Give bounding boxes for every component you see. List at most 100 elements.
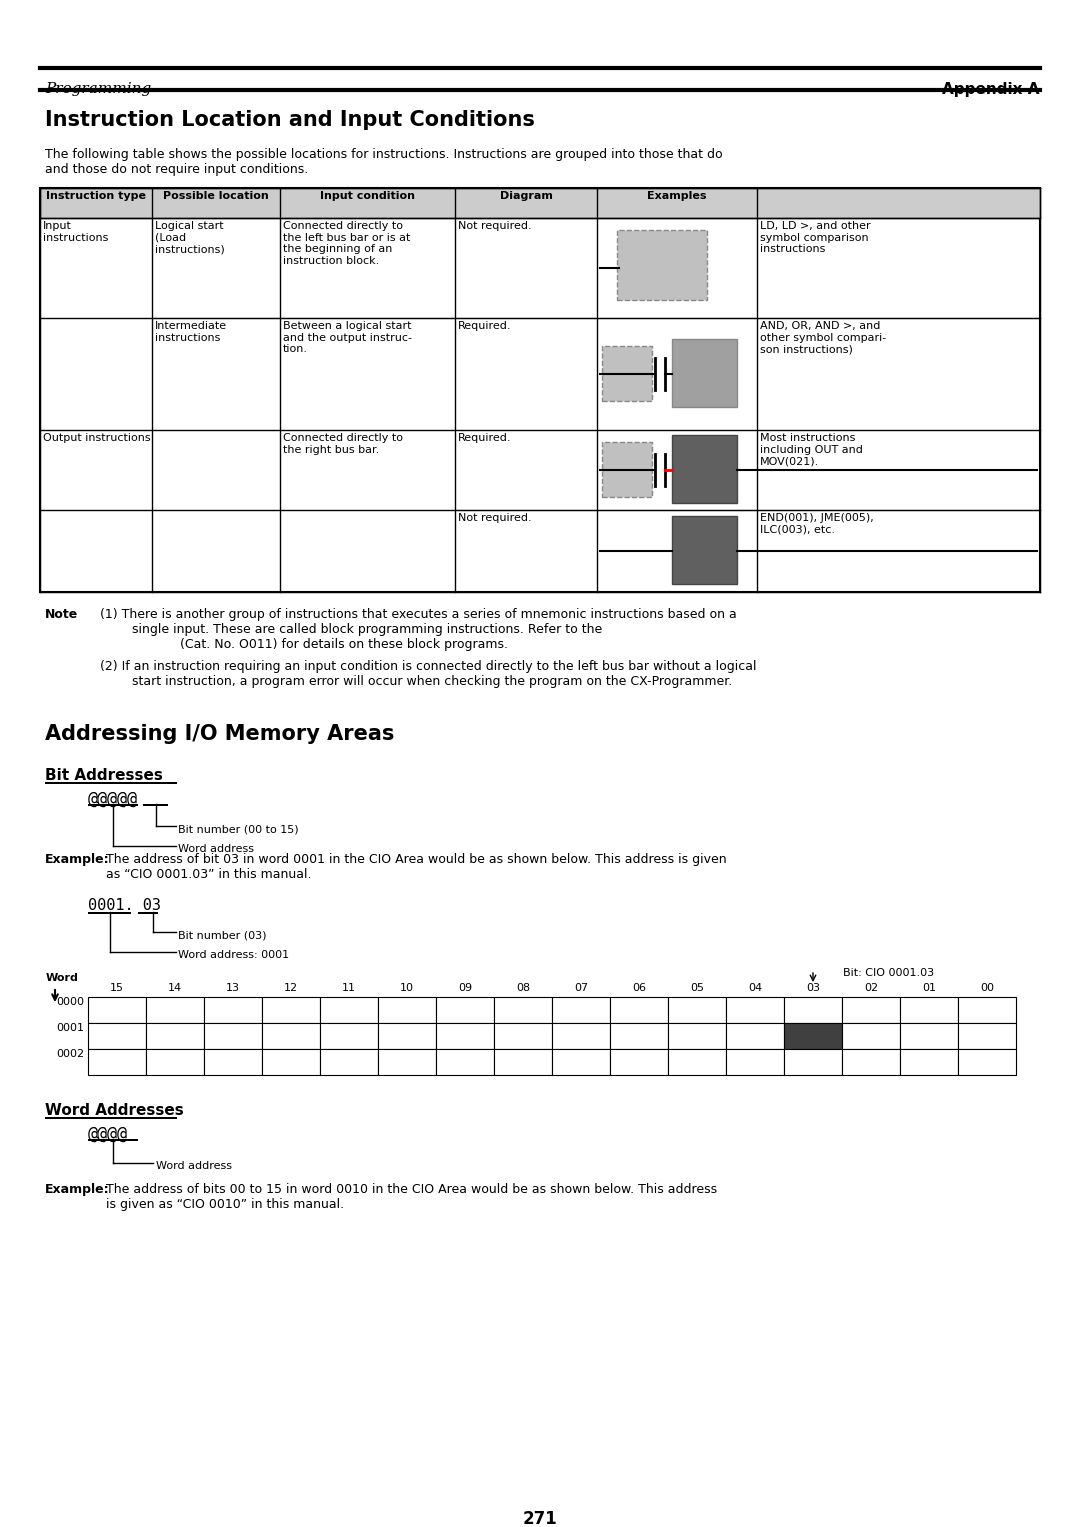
Text: 0002: 0002 bbox=[56, 1049, 84, 1060]
Bar bbox=[320, 1049, 378, 1075]
Bar bbox=[552, 997, 610, 1023]
Bar bbox=[900, 1023, 958, 1049]
Text: 0001. 03: 0001. 03 bbox=[87, 898, 161, 913]
Text: 06: 06 bbox=[632, 983, 646, 993]
Text: The following table shows the possible locations for instructions. Instructions : The following table shows the possible l… bbox=[45, 148, 723, 176]
Bar bbox=[784, 1023, 842, 1049]
Bar bbox=[672, 516, 737, 583]
Bar bbox=[494, 1049, 552, 1075]
Text: 09: 09 bbox=[458, 983, 472, 993]
Text: 0000: 0000 bbox=[56, 997, 84, 1006]
Bar bbox=[602, 441, 652, 496]
Text: 01: 01 bbox=[922, 983, 936, 993]
Text: 08: 08 bbox=[516, 983, 530, 993]
Bar bbox=[958, 1049, 1016, 1075]
Bar bbox=[900, 1049, 958, 1075]
Text: (2) If an instruction requiring an input condition is connected directly to the : (2) If an instruction requiring an input… bbox=[100, 660, 756, 689]
Text: 14: 14 bbox=[167, 983, 183, 993]
Text: Bit Addresses: Bit Addresses bbox=[45, 768, 163, 783]
Text: Word Addresses: Word Addresses bbox=[45, 1102, 184, 1118]
Text: Required.: Required. bbox=[458, 434, 512, 443]
Bar bbox=[602, 347, 652, 402]
Text: Between a logical start
and the output instruc-
tion.: Between a logical start and the output i… bbox=[283, 321, 411, 354]
Text: Programming: Programming bbox=[45, 82, 151, 96]
Bar bbox=[378, 1049, 436, 1075]
Text: (1) There is another group of instructions that executes a series of mnemonic in: (1) There is another group of instructio… bbox=[100, 608, 737, 651]
Bar bbox=[669, 1023, 726, 1049]
Text: 03: 03 bbox=[806, 983, 820, 993]
Text: Logical start
(Load
instructions): Logical start (Load instructions) bbox=[156, 221, 225, 253]
Text: Not required.: Not required. bbox=[458, 513, 531, 524]
Text: Connected directly to
the left bus bar or is at
the beginning of an
instruction : Connected directly to the left bus bar o… bbox=[283, 221, 410, 266]
Bar bbox=[842, 1023, 900, 1049]
Bar bbox=[40, 188, 1040, 592]
Text: Required.: Required. bbox=[458, 321, 512, 331]
Text: Word address: 0001: Word address: 0001 bbox=[178, 950, 289, 960]
Text: Note: Note bbox=[45, 608, 78, 621]
Text: The address of bit 03 in word 0001 in the CIO Area would be as shown below. This: The address of bit 03 in word 0001 in th… bbox=[106, 854, 727, 881]
Text: Not required.: Not required. bbox=[458, 221, 531, 231]
Bar bbox=[436, 1049, 494, 1075]
Bar bbox=[726, 1049, 784, 1075]
Text: Word address: Word address bbox=[156, 1161, 232, 1171]
Text: Example:: Example: bbox=[45, 1183, 110, 1196]
Bar bbox=[204, 1023, 262, 1049]
Bar bbox=[436, 1023, 494, 1049]
Bar bbox=[87, 997, 146, 1023]
Bar bbox=[784, 997, 842, 1023]
Text: Instruction type: Instruction type bbox=[46, 191, 146, 202]
Bar bbox=[669, 997, 726, 1023]
Text: 15: 15 bbox=[110, 983, 124, 993]
Text: Bit: CIO 0001.03: Bit: CIO 0001.03 bbox=[843, 968, 934, 977]
Text: Most instructions
including OUT and
MOV(021).: Most instructions including OUT and MOV(… bbox=[760, 434, 863, 466]
Text: AND, OR, AND >, and
other symbol compari-
son instructions): AND, OR, AND >, and other symbol compari… bbox=[760, 321, 887, 354]
Bar bbox=[669, 1049, 726, 1075]
Text: Input condition: Input condition bbox=[320, 191, 415, 202]
Text: @@@@: @@@@ bbox=[87, 1125, 129, 1144]
Bar bbox=[842, 997, 900, 1023]
Text: 11: 11 bbox=[342, 983, 356, 993]
Bar bbox=[617, 231, 707, 299]
Text: Word: Word bbox=[46, 973, 79, 983]
Text: Examples: Examples bbox=[647, 191, 706, 202]
Bar bbox=[552, 1049, 610, 1075]
Bar bbox=[726, 1023, 784, 1049]
Text: Input
instructions: Input instructions bbox=[43, 221, 108, 243]
Text: Possible location: Possible location bbox=[163, 191, 269, 202]
Text: Instruction Location and Input Conditions: Instruction Location and Input Condition… bbox=[45, 110, 535, 130]
Bar bbox=[262, 997, 320, 1023]
Bar bbox=[842, 1049, 900, 1075]
Text: END(001), JME(005),
ILC(003), etc.: END(001), JME(005), ILC(003), etc. bbox=[760, 513, 874, 534]
Text: 13: 13 bbox=[226, 983, 240, 993]
Bar bbox=[262, 1023, 320, 1049]
Bar bbox=[726, 997, 784, 1023]
Bar bbox=[320, 997, 378, 1023]
Bar bbox=[494, 997, 552, 1023]
Text: LD, LD >, and other
symbol comparison
instructions: LD, LD >, and other symbol comparison in… bbox=[760, 221, 870, 253]
Text: Appendix A: Appendix A bbox=[943, 82, 1040, 98]
Bar bbox=[672, 435, 737, 502]
Bar bbox=[610, 997, 669, 1023]
Bar bbox=[958, 1023, 1016, 1049]
Bar bbox=[204, 997, 262, 1023]
Bar bbox=[40, 188, 1040, 218]
Text: @@@@@: @@@@@ bbox=[87, 789, 138, 808]
Bar bbox=[87, 1049, 146, 1075]
Text: 05: 05 bbox=[690, 983, 704, 993]
Text: 00: 00 bbox=[980, 983, 994, 993]
Text: Word address: Word address bbox=[178, 844, 254, 854]
Bar bbox=[552, 1023, 610, 1049]
Text: 271: 271 bbox=[523, 1510, 557, 1527]
Text: 02: 02 bbox=[864, 983, 878, 993]
Bar bbox=[146, 1023, 204, 1049]
Text: 07: 07 bbox=[573, 983, 589, 993]
Text: Intermediate
instructions: Intermediate instructions bbox=[156, 321, 227, 342]
Text: Bit number (03): Bit number (03) bbox=[178, 930, 267, 941]
Bar bbox=[378, 1023, 436, 1049]
Text: Output instructions: Output instructions bbox=[43, 434, 150, 443]
Text: 10: 10 bbox=[400, 983, 414, 993]
Bar bbox=[320, 1023, 378, 1049]
Text: 0001: 0001 bbox=[56, 1023, 84, 1032]
Text: Addressing I/O Memory Areas: Addressing I/O Memory Areas bbox=[45, 724, 394, 744]
Bar bbox=[610, 1023, 669, 1049]
